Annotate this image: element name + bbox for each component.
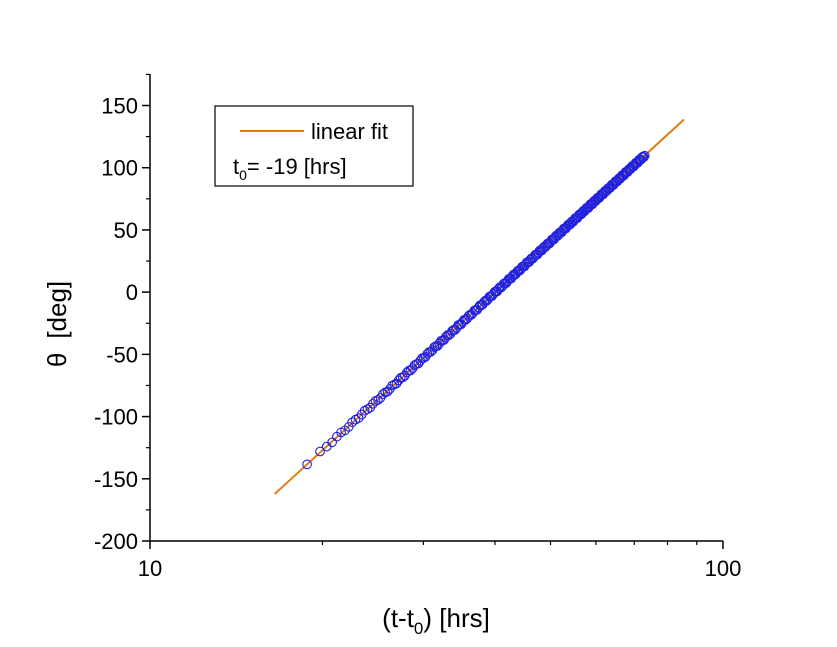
y-tick-label: 100	[101, 156, 138, 181]
data-point	[327, 437, 337, 448]
legend-box	[214, 105, 414, 187]
y-tick-label: 50	[114, 218, 138, 243]
axes: -200 -150 -100 -50 0 50 100 150 10 100	[94, 73, 742, 581]
y-tick-label: 0	[126, 280, 138, 305]
y-tick-label: -200	[94, 529, 138, 554]
data-point	[373, 395, 383, 405]
y-axis-title: θ[deg]	[42, 281, 72, 367]
x-axis-title: (t-t0) [hrs]	[382, 603, 490, 638]
data-point	[340, 425, 350, 436]
y-tick-label: -50	[106, 342, 138, 367]
data-point	[639, 150, 650, 161]
x-tick-label: 100	[705, 556, 742, 581]
y-tick-label: -150	[94, 467, 138, 492]
x-tick-label: 10	[138, 556, 162, 581]
data-points	[302, 150, 650, 470]
data-point	[432, 341, 443, 351]
data-point	[638, 152, 649, 163]
data-point	[413, 358, 424, 369]
legend: linear fit t0= -19 [hrs]	[214, 105, 414, 187]
data-point	[378, 389, 388, 400]
legend-fit-label: linear fit	[311, 119, 388, 144]
y-tick-label: -100	[94, 405, 138, 430]
data-point	[302, 459, 312, 470]
data-point	[362, 404, 373, 415]
data-point	[434, 338, 445, 349]
y-tick-label: 150	[101, 94, 138, 119]
data-point	[315, 446, 325, 457]
legend-note: t0= -19 [hrs]	[233, 154, 347, 183]
data-point	[387, 380, 397, 391]
data-point	[353, 413, 364, 423]
